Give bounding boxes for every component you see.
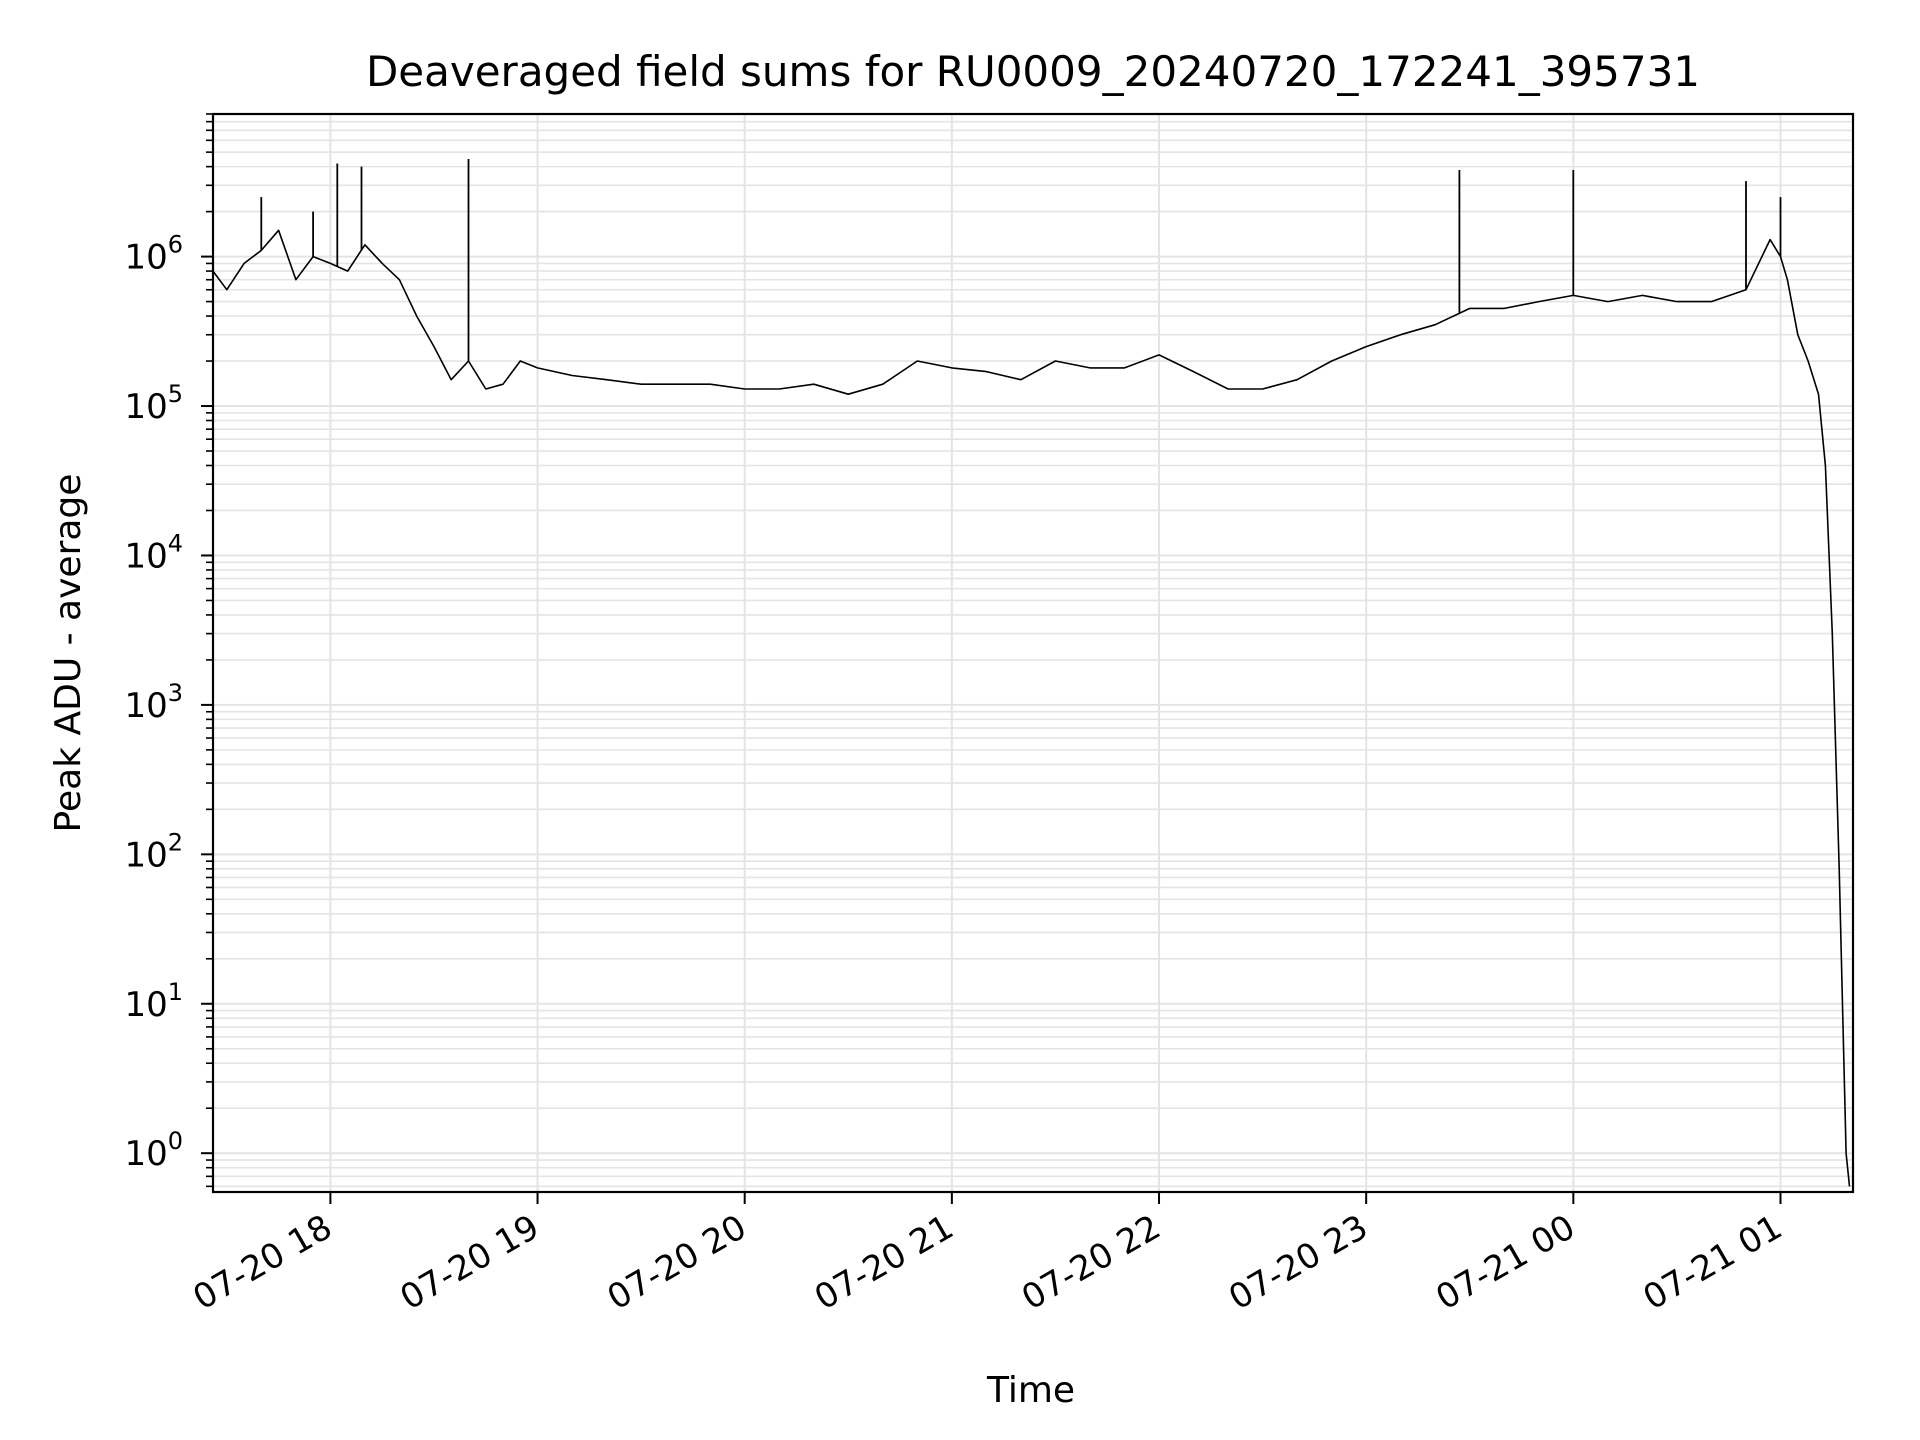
y-axis: 100 101 102 103 104 105 106 bbox=[124, 113, 213, 1188]
y-tick-label: 100 bbox=[124, 1127, 183, 1174]
series-layer bbox=[212, 159, 1851, 1187]
y-tick-label: 104 bbox=[124, 529, 183, 576]
plot-frame bbox=[211, 112, 1855, 1194]
y-tick-label: 102 bbox=[124, 828, 183, 875]
series-line bbox=[212, 229, 1851, 1187]
chart-title: Deaveraged field sums for RU0009_2024072… bbox=[366, 47, 1700, 96]
y-tick-label: 101 bbox=[124, 978, 183, 1025]
y-tick-label: 105 bbox=[124, 380, 183, 427]
y-tick-label: 106 bbox=[124, 231, 183, 278]
y-tick-label: 103 bbox=[124, 679, 183, 726]
y-axis-label: Peak ADU - average bbox=[48, 474, 89, 833]
x-axis-label: Time bbox=[986, 1370, 1075, 1411]
grid bbox=[213, 113, 1853, 1192]
